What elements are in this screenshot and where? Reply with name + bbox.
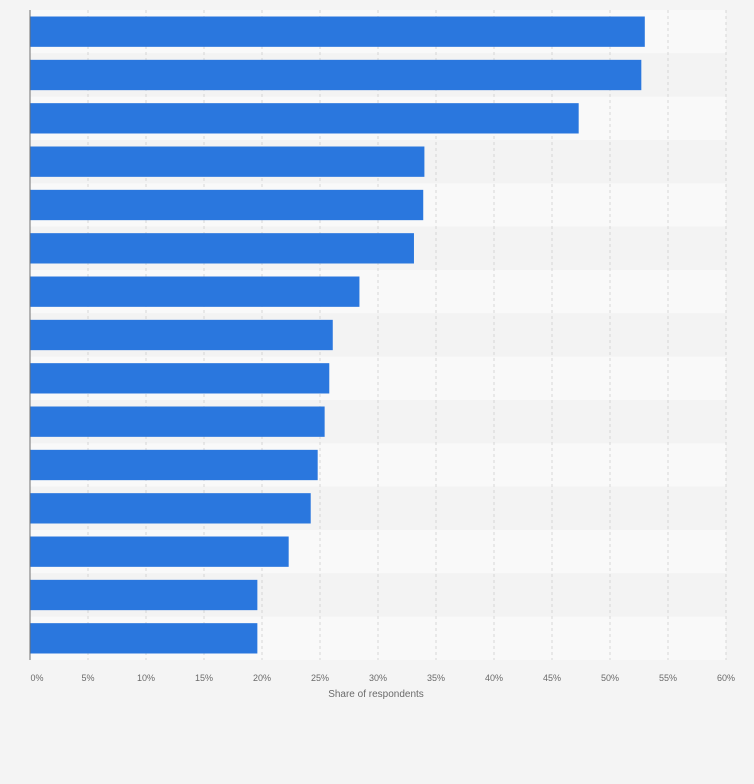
bar[interactable] (30, 233, 414, 264)
bar[interactable] (30, 146, 425, 177)
x-tick-label: 40% (485, 673, 503, 683)
x-tick-label: 5% (81, 673, 94, 683)
x-axis-ticks: 0% 5% 10% 15% 20% 25% 30% 35% 40% 45% 50% 55% 60% (30, 673, 735, 683)
x-tick-label: 45% (543, 673, 561, 683)
bar[interactable] (30, 16, 645, 47)
bar[interactable] (30, 363, 330, 394)
bar[interactable] (30, 319, 333, 351)
x-tick-label: 60% (717, 673, 735, 683)
bar[interactable] (30, 536, 289, 567)
bar[interactable] (30, 406, 325, 437)
bar[interactable] (30, 449, 318, 481)
bar[interactable] (30, 493, 311, 524)
x-tick-label: 50% (601, 673, 619, 683)
x-tick-label: 10% (137, 673, 155, 683)
bar[interactable] (30, 189, 424, 221)
bar[interactable] (30, 103, 579, 134)
bar[interactable] (30, 59, 642, 91)
x-tick-label: 15% (195, 673, 213, 683)
x-tick-label: 30% (369, 673, 387, 683)
x-tick-label: 55% (659, 673, 677, 683)
bars (30, 16, 645, 654)
x-tick-label: 0% (30, 673, 43, 683)
x-tick-label: 20% (253, 673, 271, 683)
bar[interactable] (30, 276, 360, 307)
x-axis-label: Share of respondents (328, 689, 424, 700)
bar[interactable] (30, 623, 258, 654)
x-tick-label: 35% (427, 673, 445, 683)
bar[interactable] (30, 579, 258, 611)
x-tick-label: 25% (311, 673, 329, 683)
